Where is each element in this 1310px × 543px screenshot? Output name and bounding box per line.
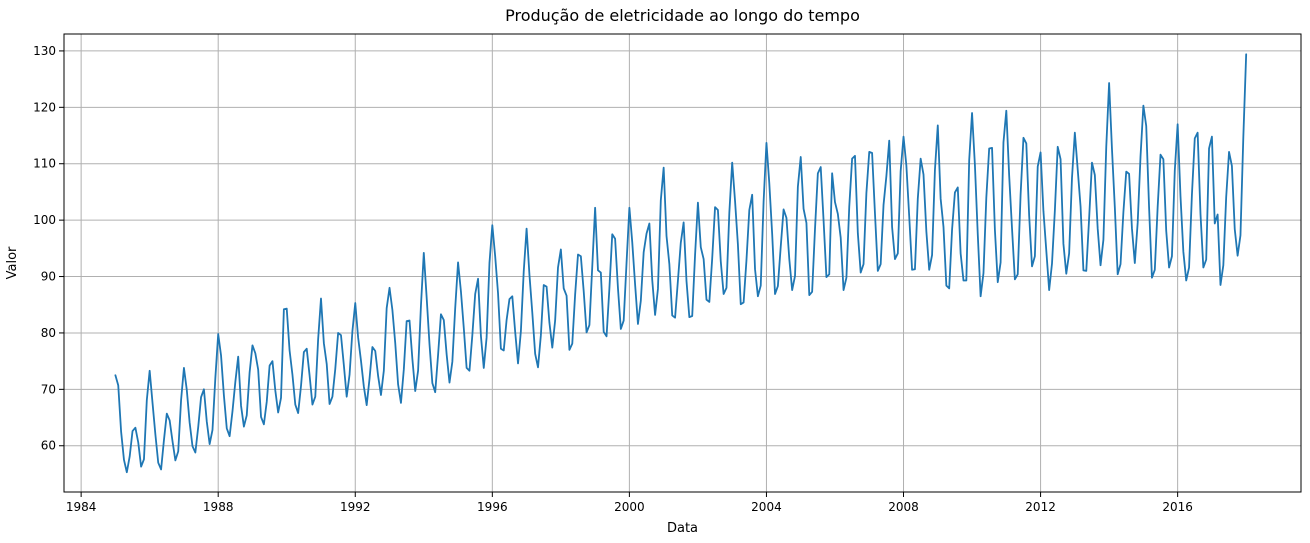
y-tick-label: 80 [41,326,56,340]
x-tick-label: 1984 [66,500,97,514]
y-tick-label: 120 [33,100,56,114]
x-tick-label: 1992 [340,500,371,514]
x-tick-label: 1988 [203,500,234,514]
x-tick-label: 2000 [614,500,645,514]
x-tick-label: 2004 [751,500,782,514]
x-tick-label: 2012 [1025,500,1056,514]
chart-title: Produção de eletricidade ao longo do tem… [505,6,860,25]
x-tick-label: 1996 [477,500,508,514]
axis-ticks: 1984 1988 1992 1996 2000 2004 2008 2012 2016 60 70… [33,44,1193,514]
y-axis-title: Valor [5,246,20,279]
x-axis-title: Data [667,521,698,536]
grid-lines [64,34,1301,492]
y-tick-label: 110 [33,157,56,171]
y-tick-label: 70 [41,382,56,396]
x-tick-label: 2008 [888,500,919,514]
y-tick-label: 130 [33,44,56,58]
plot-frame [63,33,1302,493]
series-line [114,53,1248,474]
y-tick-label: 60 [41,439,56,453]
y-tick-label: 90 [41,270,56,284]
y-tick-label: 100 [33,213,56,227]
x-tick-label: 2016 [1162,500,1193,514]
